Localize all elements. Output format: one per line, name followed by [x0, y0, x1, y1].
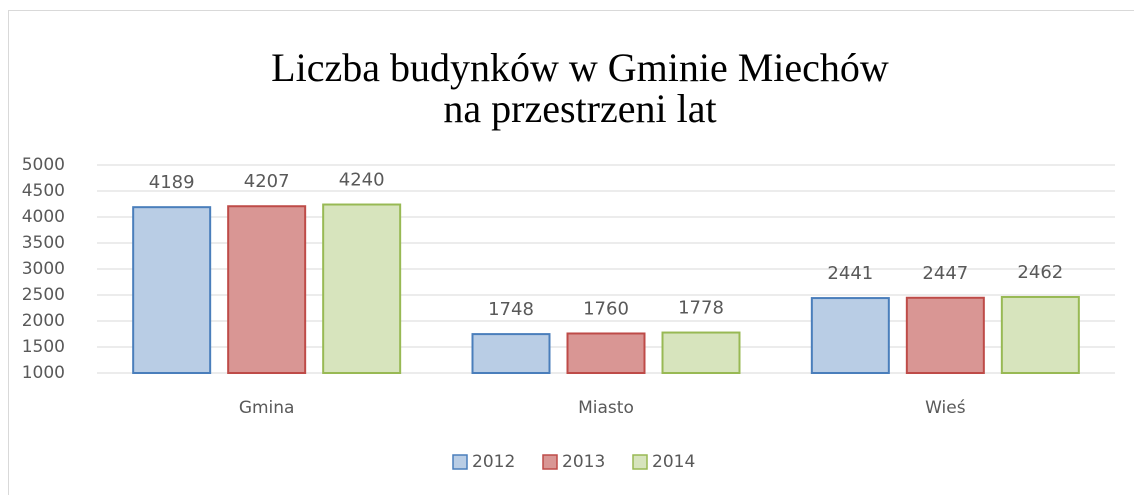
bar — [1000, 295, 1080, 375]
value-label: 1748 — [488, 299, 534, 320]
y-tick-label: 4500 — [22, 181, 65, 201]
x-tick-label: Gmina — [239, 398, 295, 418]
chart-title: Liczba budynków w Gminie Miechów — [271, 45, 889, 90]
value-label: 4240 — [339, 170, 385, 191]
bar — [227, 205, 307, 374]
chart-title: na przestrzeni lat — [443, 86, 716, 131]
legend-swatch — [632, 454, 648, 470]
value-label: 1778 — [678, 298, 724, 319]
y-tick-label: 4000 — [22, 207, 65, 227]
value-label: 4189 — [149, 172, 195, 193]
value-label: 2462 — [1017, 262, 1063, 283]
bar — [322, 203, 402, 374]
y-tick-label: 1000 — [22, 363, 65, 383]
legend-label: 2013 — [562, 452, 605, 472]
bar — [566, 332, 646, 375]
y-tick-label: 2000 — [22, 311, 65, 331]
value-label: 1760 — [583, 298, 629, 319]
x-tick-label: Miasto — [578, 398, 634, 418]
bar — [905, 296, 985, 375]
y-tick-label: 2500 — [22, 285, 65, 305]
y-tick-label: 3500 — [22, 233, 65, 253]
legend-swatch — [542, 454, 558, 470]
legend-label: 2012 — [472, 452, 515, 472]
value-label: 4207 — [244, 171, 290, 192]
y-tick-label: 1500 — [22, 337, 65, 357]
bar — [810, 297, 890, 374]
value-label: 2441 — [827, 263, 873, 284]
legend-swatch — [452, 454, 468, 470]
bar — [471, 333, 551, 375]
bar — [132, 206, 212, 374]
y-tick-label: 3000 — [22, 259, 65, 279]
legend-label: 2014 — [652, 452, 695, 472]
value-label: 2447 — [922, 263, 968, 284]
y-tick-label: 5000 — [22, 155, 65, 175]
x-tick-label: Wieś — [925, 398, 966, 418]
bar — [661, 331, 741, 375]
